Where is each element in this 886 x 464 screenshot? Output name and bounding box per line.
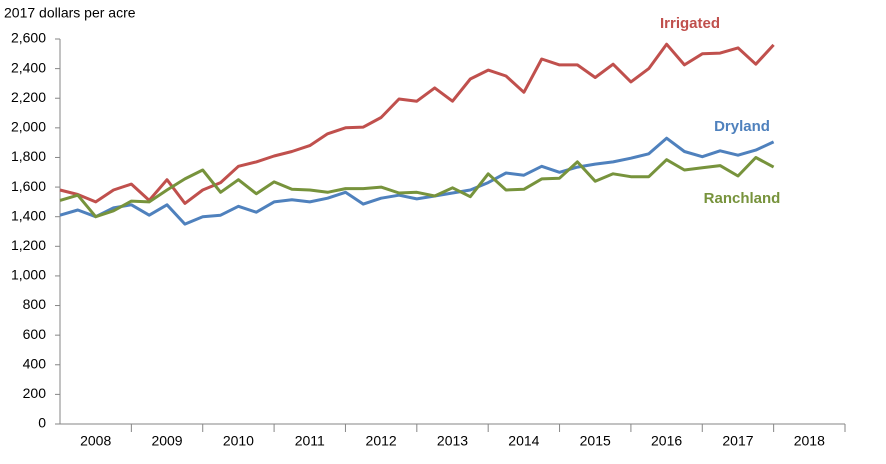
series-line bbox=[59, 136, 775, 226]
y-tick-label: 1,400 bbox=[11, 207, 46, 223]
y-tick-label: 2,600 bbox=[11, 30, 46, 46]
series-label: Dryland bbox=[714, 118, 770, 135]
y-tick-label: 1,200 bbox=[11, 237, 46, 253]
y-axis-label: 2017 dollars per acre bbox=[4, 5, 136, 21]
x-tick-label: 2013 bbox=[437, 433, 468, 449]
y-tick-label: 800 bbox=[23, 296, 47, 312]
series-label: Ranchland bbox=[704, 190, 781, 207]
x-tick-label: 2009 bbox=[151, 433, 182, 449]
x-tick-label: 2016 bbox=[651, 433, 682, 449]
y-tick-label: 2,400 bbox=[11, 59, 46, 75]
x-tick-label: 2018 bbox=[794, 433, 825, 449]
x-tick-label: 2008 bbox=[80, 433, 111, 449]
y-tick-label: 2,000 bbox=[11, 119, 46, 135]
y-tick-label: 1,800 bbox=[11, 148, 46, 164]
series-line bbox=[59, 156, 775, 219]
x-tick-label: 2015 bbox=[580, 433, 611, 449]
y-tick-label: 600 bbox=[23, 326, 47, 342]
y-tick-label: 1,600 bbox=[11, 178, 46, 194]
y-tick-label: 2,200 bbox=[11, 89, 46, 105]
x-tick-label: 2010 bbox=[223, 433, 254, 449]
y-tick-label: 0 bbox=[38, 415, 46, 431]
x-tick-label: 2017 bbox=[722, 433, 753, 449]
y-tick-label: 200 bbox=[23, 385, 47, 401]
x-tick-label: 2012 bbox=[366, 433, 397, 449]
series-label: Irrigated bbox=[660, 15, 720, 32]
y-tick-label: 400 bbox=[23, 355, 47, 371]
x-tick-label: 2011 bbox=[295, 433, 325, 449]
x-tick-label: 2014 bbox=[508, 433, 539, 449]
series-line bbox=[59, 42, 775, 205]
y-tick-label: 1,000 bbox=[11, 267, 46, 283]
